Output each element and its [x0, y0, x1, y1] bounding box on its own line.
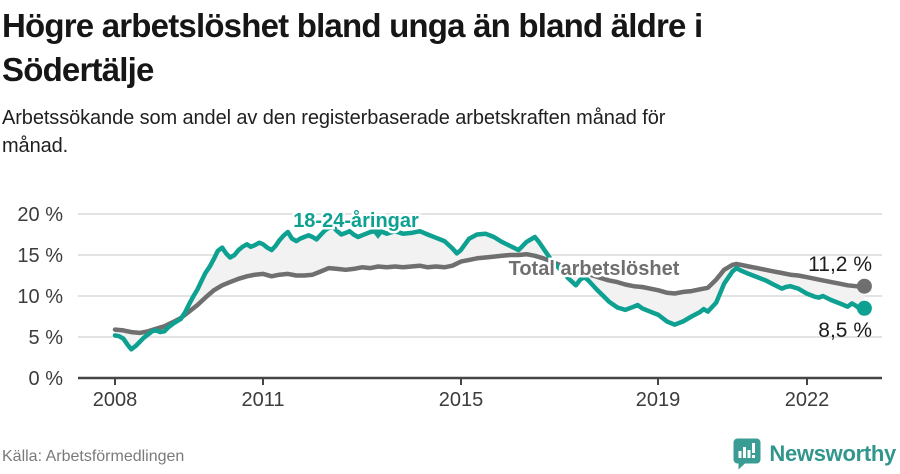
x-tick-label-2019: 2019: [636, 389, 681, 411]
source-note: Källa: Arbetsförmedlingen: [2, 448, 185, 465]
y-tick-label-5: 5 %: [29, 327, 64, 349]
newsworthy-logo-icon: [733, 438, 761, 470]
logo-bubble-shape: [733, 438, 761, 470]
y-tick-label-15: 15 %: [17, 245, 63, 267]
x-tick-label-2015: 2015: [439, 389, 484, 411]
x-tick-label-2022: 2022: [785, 389, 830, 411]
total-unemployment-line: [112, 251, 867, 336]
young-end-dot: [856, 300, 872, 316]
chart-subtitle-line-2: månad.: [2, 135, 69, 157]
x-tick-label-2011: 2011: [241, 389, 284, 411]
total-end-value-label: 11,2 %: [808, 253, 872, 276]
header: Högre arbetslöshet bland unga än bland ä…: [2, 4, 898, 160]
band-between-series: [115, 227, 865, 350]
y-axis: 0 % 5 % 10 % 15 % 20 %: [17, 204, 63, 390]
logo-bar-chart-glyph: [738, 443, 756, 458]
y-tick-label-10: 10 %: [17, 286, 63, 308]
young-series-label: 18-24-åringar: [293, 209, 419, 232]
total-end-dot: [856, 278, 872, 294]
young-label-arrow-down-icon: [371, 230, 385, 239]
chart-subtitle: Arbetssökande som andel av den registerb…: [2, 104, 898, 160]
x-tick-label-2008: 2008: [93, 389, 138, 411]
page-title-line-2: Södertälje: [2, 51, 154, 88]
x-axis: 2008 2011 2015 2019 2022: [78, 376, 882, 411]
y-tick-label-0: 0 %: [29, 368, 64, 390]
chart-subtitle-line-1: Arbetssökande som andel av den registerb…: [2, 107, 666, 129]
newsworthy-brand-text: Newsworthy: [769, 440, 896, 466]
newsworthy-brand[interactable]: Newsworthy: [732, 437, 896, 470]
page-title-line-1: Högre arbetslöshet bland unga än bland ä…: [2, 7, 703, 44]
y-tick-label-20: 20 %: [17, 204, 63, 226]
gridlines: [78, 213, 882, 338]
total-series-label: Total arbetslöshet: [509, 258, 680, 280]
young-unemployment-line: [112, 224, 867, 352]
young-end-value-label: 8,5 %: [818, 319, 872, 342]
